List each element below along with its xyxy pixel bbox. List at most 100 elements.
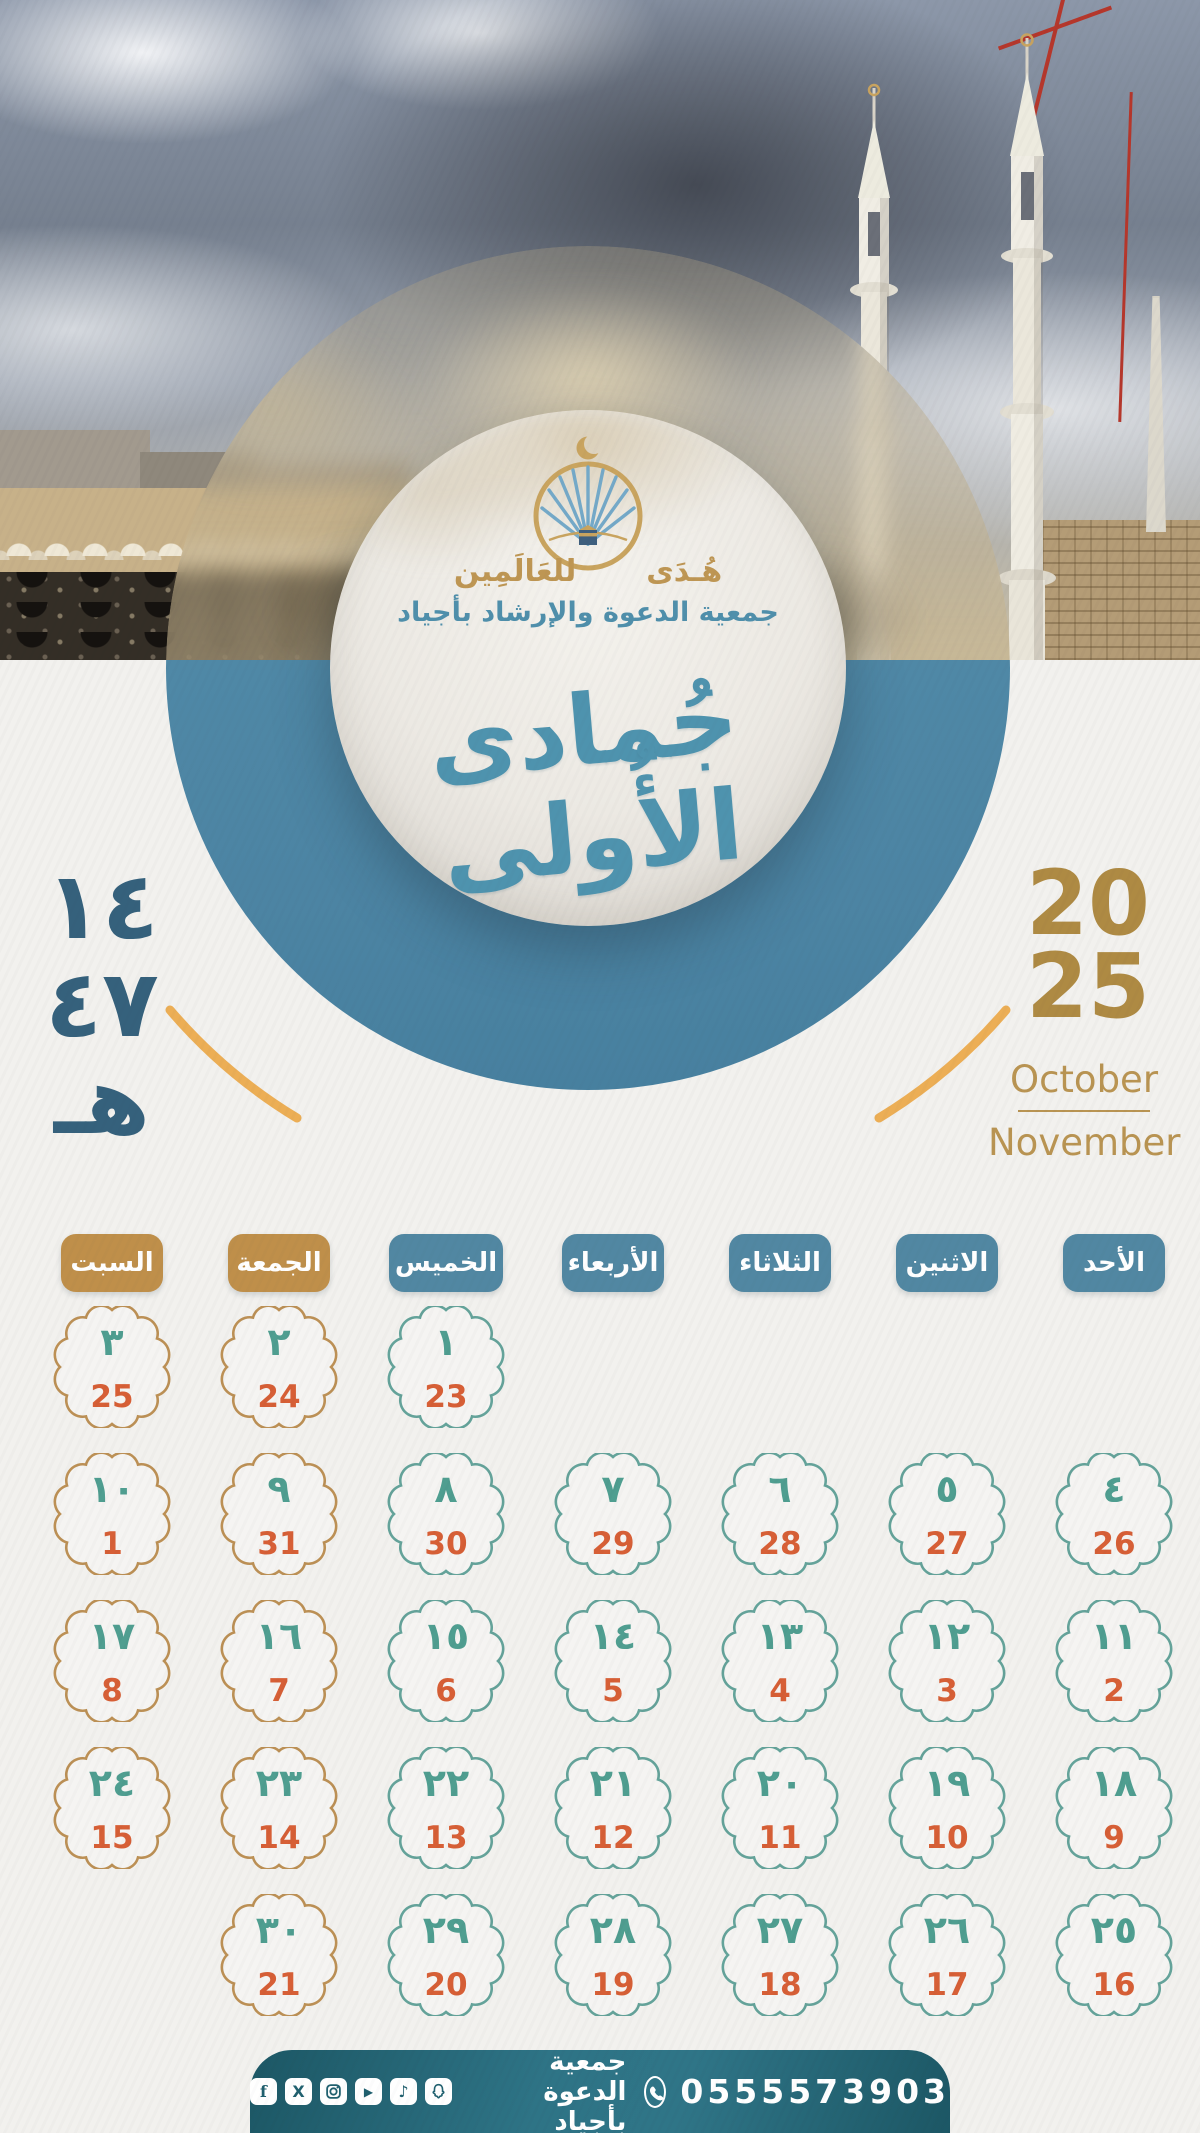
day-cell: ٥ 27: [886, 1453, 1008, 1575]
day-cell: ٢٥ 16: [1053, 1894, 1175, 2016]
youtube-icon: ▶: [355, 2078, 382, 2105]
scallop-outline: [387, 1894, 505, 2016]
empty-cell: [552, 1306, 674, 1428]
day-header-0: السبت: [61, 1234, 163, 1292]
facebook-icon: f: [250, 2078, 277, 2105]
hijri-day-number: ٢٦: [923, 1908, 971, 1952]
logo-emblem-icon: [533, 436, 643, 571]
day-cell: ٢٦ 17: [886, 1894, 1008, 2016]
hijri-day-number: ٢٨: [589, 1908, 637, 1952]
hijri-day-number: ٢١: [589, 1761, 637, 1805]
empty-cell: [719, 1306, 841, 1428]
gregorian-day-number: 3: [936, 1673, 958, 1709]
scallop-outline: [554, 1894, 672, 2016]
scallop-outline: [220, 1600, 338, 1722]
day-cell: ٦ 28: [719, 1453, 841, 1575]
scallop-outline: [888, 1600, 1006, 1722]
hijri-day-number: ١٦: [255, 1614, 303, 1658]
day-cell: ٣ 25: [51, 1306, 173, 1428]
gregorian-day-number: 28: [758, 1526, 802, 1562]
gregorian-day-number: 21: [257, 1967, 301, 2003]
hijri-day-number: ٣: [100, 1320, 124, 1364]
hijri-day-number: ١٥: [422, 1614, 470, 1658]
scallop-outline: [387, 1453, 505, 1575]
gregorian-day-number: 17: [925, 1967, 969, 2003]
day-cell: ٢٩ 20: [385, 1894, 507, 2016]
snapchat-icon: [425, 2078, 452, 2105]
minaret-icon: [998, 33, 1056, 660]
scallop-outline: [220, 1747, 338, 1869]
gregorian-day-number: 27: [925, 1526, 969, 1562]
gregorian-day-number: 10: [925, 1820, 969, 1856]
association-logo: هُـدَى للعَالَمِين جمعية الدعوة والإرشاد…: [330, 426, 846, 628]
scallop-outline: [387, 1747, 505, 1869]
months-divider: [1018, 1110, 1150, 1112]
scallop-outline: [721, 1894, 839, 2016]
hijri-year-block: ١٤ ٤٧ هـ: [26, 857, 178, 1151]
hijri-day-number: ١: [434, 1320, 458, 1364]
day-cell: ١ 23: [385, 1306, 507, 1428]
gregorian-day-number: 24: [257, 1379, 301, 1415]
day-cell: ٨ 30: [385, 1453, 507, 1575]
whatsapp-icon: [644, 2075, 667, 2108]
scallop-outline: [721, 1453, 839, 1575]
hijri-day-number: ٤: [1102, 1467, 1126, 1511]
kaaba-icon: [579, 525, 597, 545]
gregorian-day-number: 25: [90, 1379, 134, 1415]
gregorian-day-number: 2: [1103, 1673, 1125, 1709]
scallop-outline: [1055, 1453, 1173, 1575]
hijri-day-number: ٧: [601, 1467, 625, 1511]
hijri-day-number: ٨: [434, 1467, 458, 1511]
gregorian-day-number: 6: [435, 1673, 457, 1709]
gregorian-day-number: 16: [1092, 1967, 1136, 2003]
day-cell: ١٠ 1: [51, 1453, 173, 1575]
emblem-inner-circle: هُـدَى للعَالَمِين جمعية الدعوة والإرشاد…: [330, 410, 846, 926]
scallop-outline: [721, 1747, 839, 1869]
day-cell: ٢٠ 11: [719, 1747, 841, 1869]
scallop-outline: [721, 1600, 839, 1722]
empty-cell: [51, 1894, 173, 2016]
org-name-right: هُـدَى: [646, 554, 723, 589]
hijri-day-number: ٢: [267, 1320, 291, 1364]
day-cell: ٢٧ 18: [719, 1894, 841, 2016]
tiktok-icon: ♪: [390, 2078, 417, 2105]
greg-year-line1: 20: [1026, 851, 1150, 955]
day-cell: ٩ 31: [218, 1453, 340, 1575]
phone-number: 0555573903: [680, 2072, 950, 2111]
scaffolding: [1026, 520, 1200, 660]
day-header-3: الأربعاء: [561, 1234, 665, 1292]
week-row: ٢٤ 15 ٢٣ 14 ٢٢ 13 ٢١ 12 ٢٠ 11: [51, 1747, 1175, 1869]
scallop-outline: [220, 1306, 338, 1428]
hijri-day-number: ٩: [267, 1467, 291, 1511]
day-cell: ٤ 26: [1053, 1453, 1175, 1575]
hijri-day-number: ٢٠: [756, 1761, 804, 1805]
scallop-outline: [554, 1600, 672, 1722]
greg-year-line2: 25: [1026, 933, 1150, 1038]
greg-month-second: November: [988, 1121, 1181, 1164]
hijri-day-number: ١٠: [88, 1467, 136, 1511]
gregorian-day-number: 29: [591, 1526, 635, 1562]
day-cell: ٢٤ 15: [51, 1747, 173, 1869]
scallop-outline: [53, 1453, 171, 1575]
gregorian-day-number: 7: [268, 1673, 290, 1709]
day-header-col: الأحد: [1053, 1234, 1175, 1292]
week-row: ١٠ 1 ٩ 31 ٨ 30 ٧ 29 ٦ 28: [51, 1453, 1175, 1575]
scallop-outline: [387, 1306, 505, 1428]
gregorian-months-block: October November: [988, 1058, 1180, 1164]
week-row: ٣ 25 ٢ 24 ١ 23: [51, 1306, 1175, 1428]
day-cell: ٢٢ 13: [385, 1747, 507, 1869]
hijri-day-number: ٦: [768, 1467, 792, 1511]
empty-cell: [886, 1306, 1008, 1428]
day-cell: ٣٠ 21: [218, 1894, 340, 2016]
hijri-day-number: ١١: [1090, 1614, 1138, 1658]
hijri-day-number: ١٨: [1090, 1761, 1138, 1805]
day-header-5: الاثنين: [896, 1234, 998, 1292]
day-header-col: السبت: [51, 1234, 173, 1292]
gregorian-day-number: 18: [758, 1967, 802, 2003]
gregorian-day-number: 8: [101, 1673, 123, 1709]
day-cell: ١١ 2: [1053, 1600, 1175, 1722]
day-header-col: الجمعة: [218, 1234, 340, 1292]
scallop-outline: [888, 1894, 1006, 2016]
crescent-icon: [576, 436, 600, 460]
week-row: ١٧ 8 ١٦ 7 ١٥ 6 ١٤ 5 ١٣ 4: [51, 1600, 1175, 1722]
